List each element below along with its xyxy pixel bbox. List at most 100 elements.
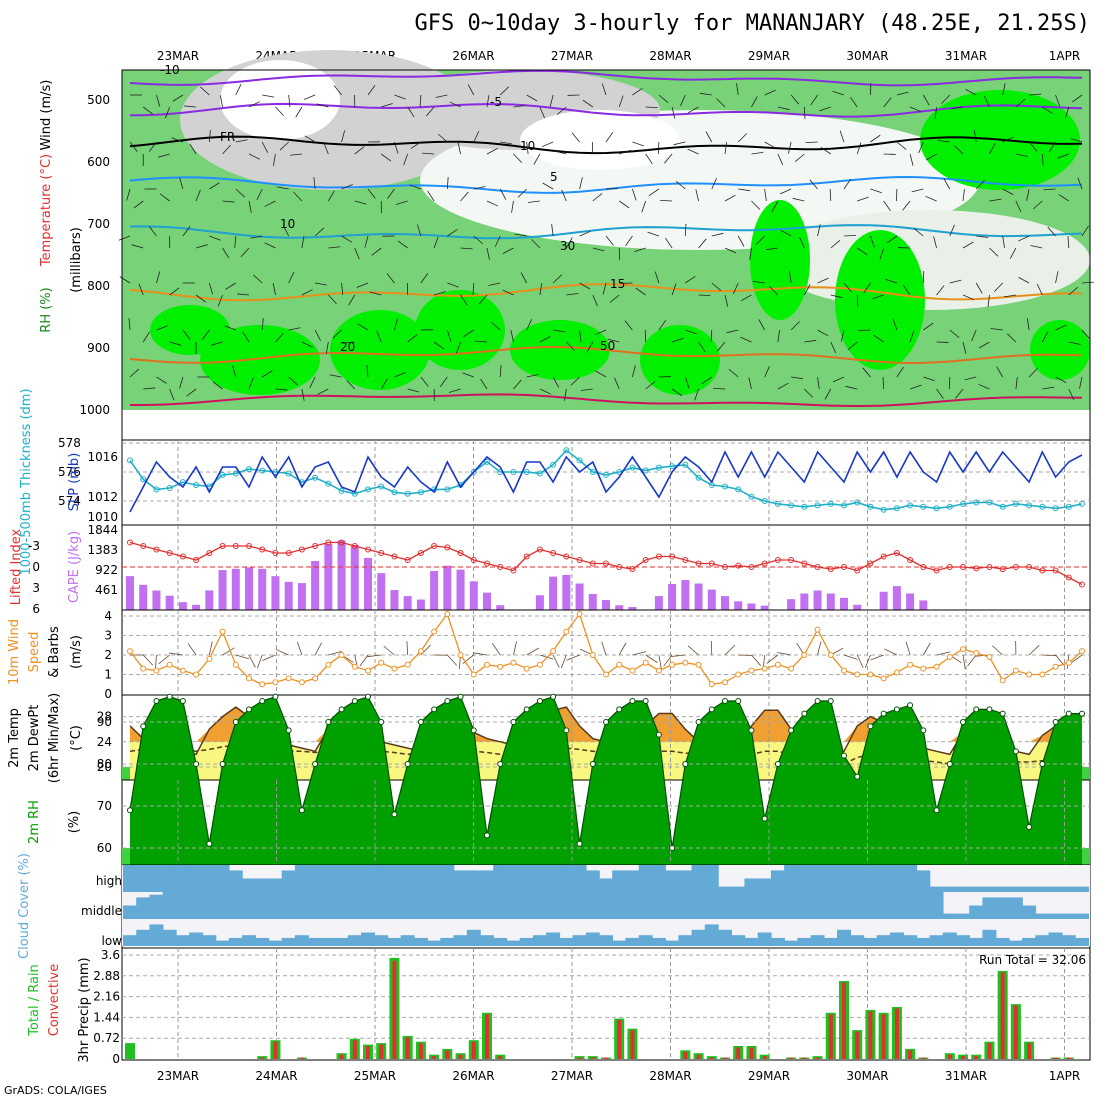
wind-barb [680,94,686,107]
wind-barb [632,87,643,96]
wind-barb-10m [645,654,658,663]
wind-barb [632,188,637,201]
lifted-index-point [748,564,755,570]
isotherm-label: FR [220,130,235,144]
wind-barb [502,247,514,254]
cloud-middle-bar [149,894,164,919]
wind-barb [222,200,235,203]
wind-barb [1018,277,1030,284]
wind-barb [394,94,406,100]
cloud-low-bar [678,935,693,946]
wind-barb [539,106,545,119]
top-date-label: 23MAR [157,49,199,63]
thickness-point [417,489,424,496]
wind-barb [671,337,684,343]
wind-barb [641,200,647,213]
cloud-middle-bar [731,892,746,919]
lifted-index-point [735,562,742,569]
wind-barb-10m [1042,654,1057,657]
lifted-index-point [682,557,689,563]
rh2m-point [298,807,305,814]
rh2m-point [1052,719,1059,725]
lifted-index-point [1012,564,1019,570]
wind-barb [309,376,316,388]
cloud-low-bar [440,937,455,946]
wind-barb [212,381,223,390]
cloud-middle-bar [413,892,428,919]
cloud-middle-bar [162,892,177,919]
wind-barb [634,247,646,253]
wind-barb [817,277,829,284]
wind-barb [473,235,484,245]
wind-barb-10m [526,647,539,656]
wind-barb [156,271,161,284]
wind-speed-point [338,652,345,658]
wind-barb [989,247,999,257]
wind-barb [159,193,170,202]
wind-barb [526,318,533,331]
thickness-point [854,499,861,506]
wind-barb-10m [766,654,779,664]
cloud-middle-bar [400,892,415,919]
cloud-low-bar [956,935,970,946]
wind-barb [129,141,138,152]
precip-convective-bar [855,1031,860,1059]
cape-bar [416,599,425,610]
lifted-index-point [431,543,438,549]
wind-barb [427,190,435,202]
thickness-point [893,505,900,512]
wind-barb [817,224,821,237]
wind-barb [592,193,603,202]
precip-convective-bar [974,1056,979,1059]
wind-barb [219,95,223,108]
precip-convective-bar [749,1047,754,1059]
cloud-middle-bar [123,905,137,919]
cape-bar [496,605,505,610]
cape-bar [549,576,558,610]
lifted-index-point [655,553,662,560]
cloud-low-bar [770,937,785,946]
wind-barb [467,84,475,96]
cloud-middle-bar [651,892,666,919]
wind-barb [380,153,392,162]
rh-moist-region [200,325,320,395]
cloud-middle-bar [440,892,455,919]
wind-barb [332,329,342,339]
cloud-low-bar [334,937,349,946]
wind-barb [367,188,376,199]
wind-barb [1077,177,1083,190]
cloud-middle-bar [308,892,323,919]
cloud-middle-bar [427,892,442,919]
wind-barb [217,294,223,307]
wind-barb [1055,271,1059,284]
cape-bar [615,605,624,610]
wind-barb [1042,106,1053,114]
precip-convective-bar [842,982,846,1059]
rh2m-point [1039,761,1046,767]
wind-barb-10m [552,654,560,668]
precip-convective-bar [498,1056,503,1059]
cloud-high-bar [585,870,600,892]
wind-barb [805,141,818,144]
rh2m-point [933,807,940,814]
wind-barb [133,200,144,209]
wind-barb [472,282,475,295]
lifted-index-point [920,564,927,570]
wind-barb [870,235,875,248]
rh2m-point [999,710,1006,717]
thickness-point [774,500,781,507]
cloud-high-bar [929,886,944,892]
wind-barb [1002,83,1006,96]
isotherm-line [130,102,1083,118]
thickness-point [193,482,200,489]
wind-barb [962,341,967,354]
wind-barb [566,293,579,296]
precip-total-bar [125,1043,135,1059]
lifted-index-point [880,553,887,560]
wind-barb [777,153,784,166]
lifted-index-point [603,560,609,567]
top-date-label: 26MAR [452,49,494,63]
wind-barb [962,241,974,249]
wind-barb [687,106,699,114]
precip-convective-bar [405,1037,410,1059]
